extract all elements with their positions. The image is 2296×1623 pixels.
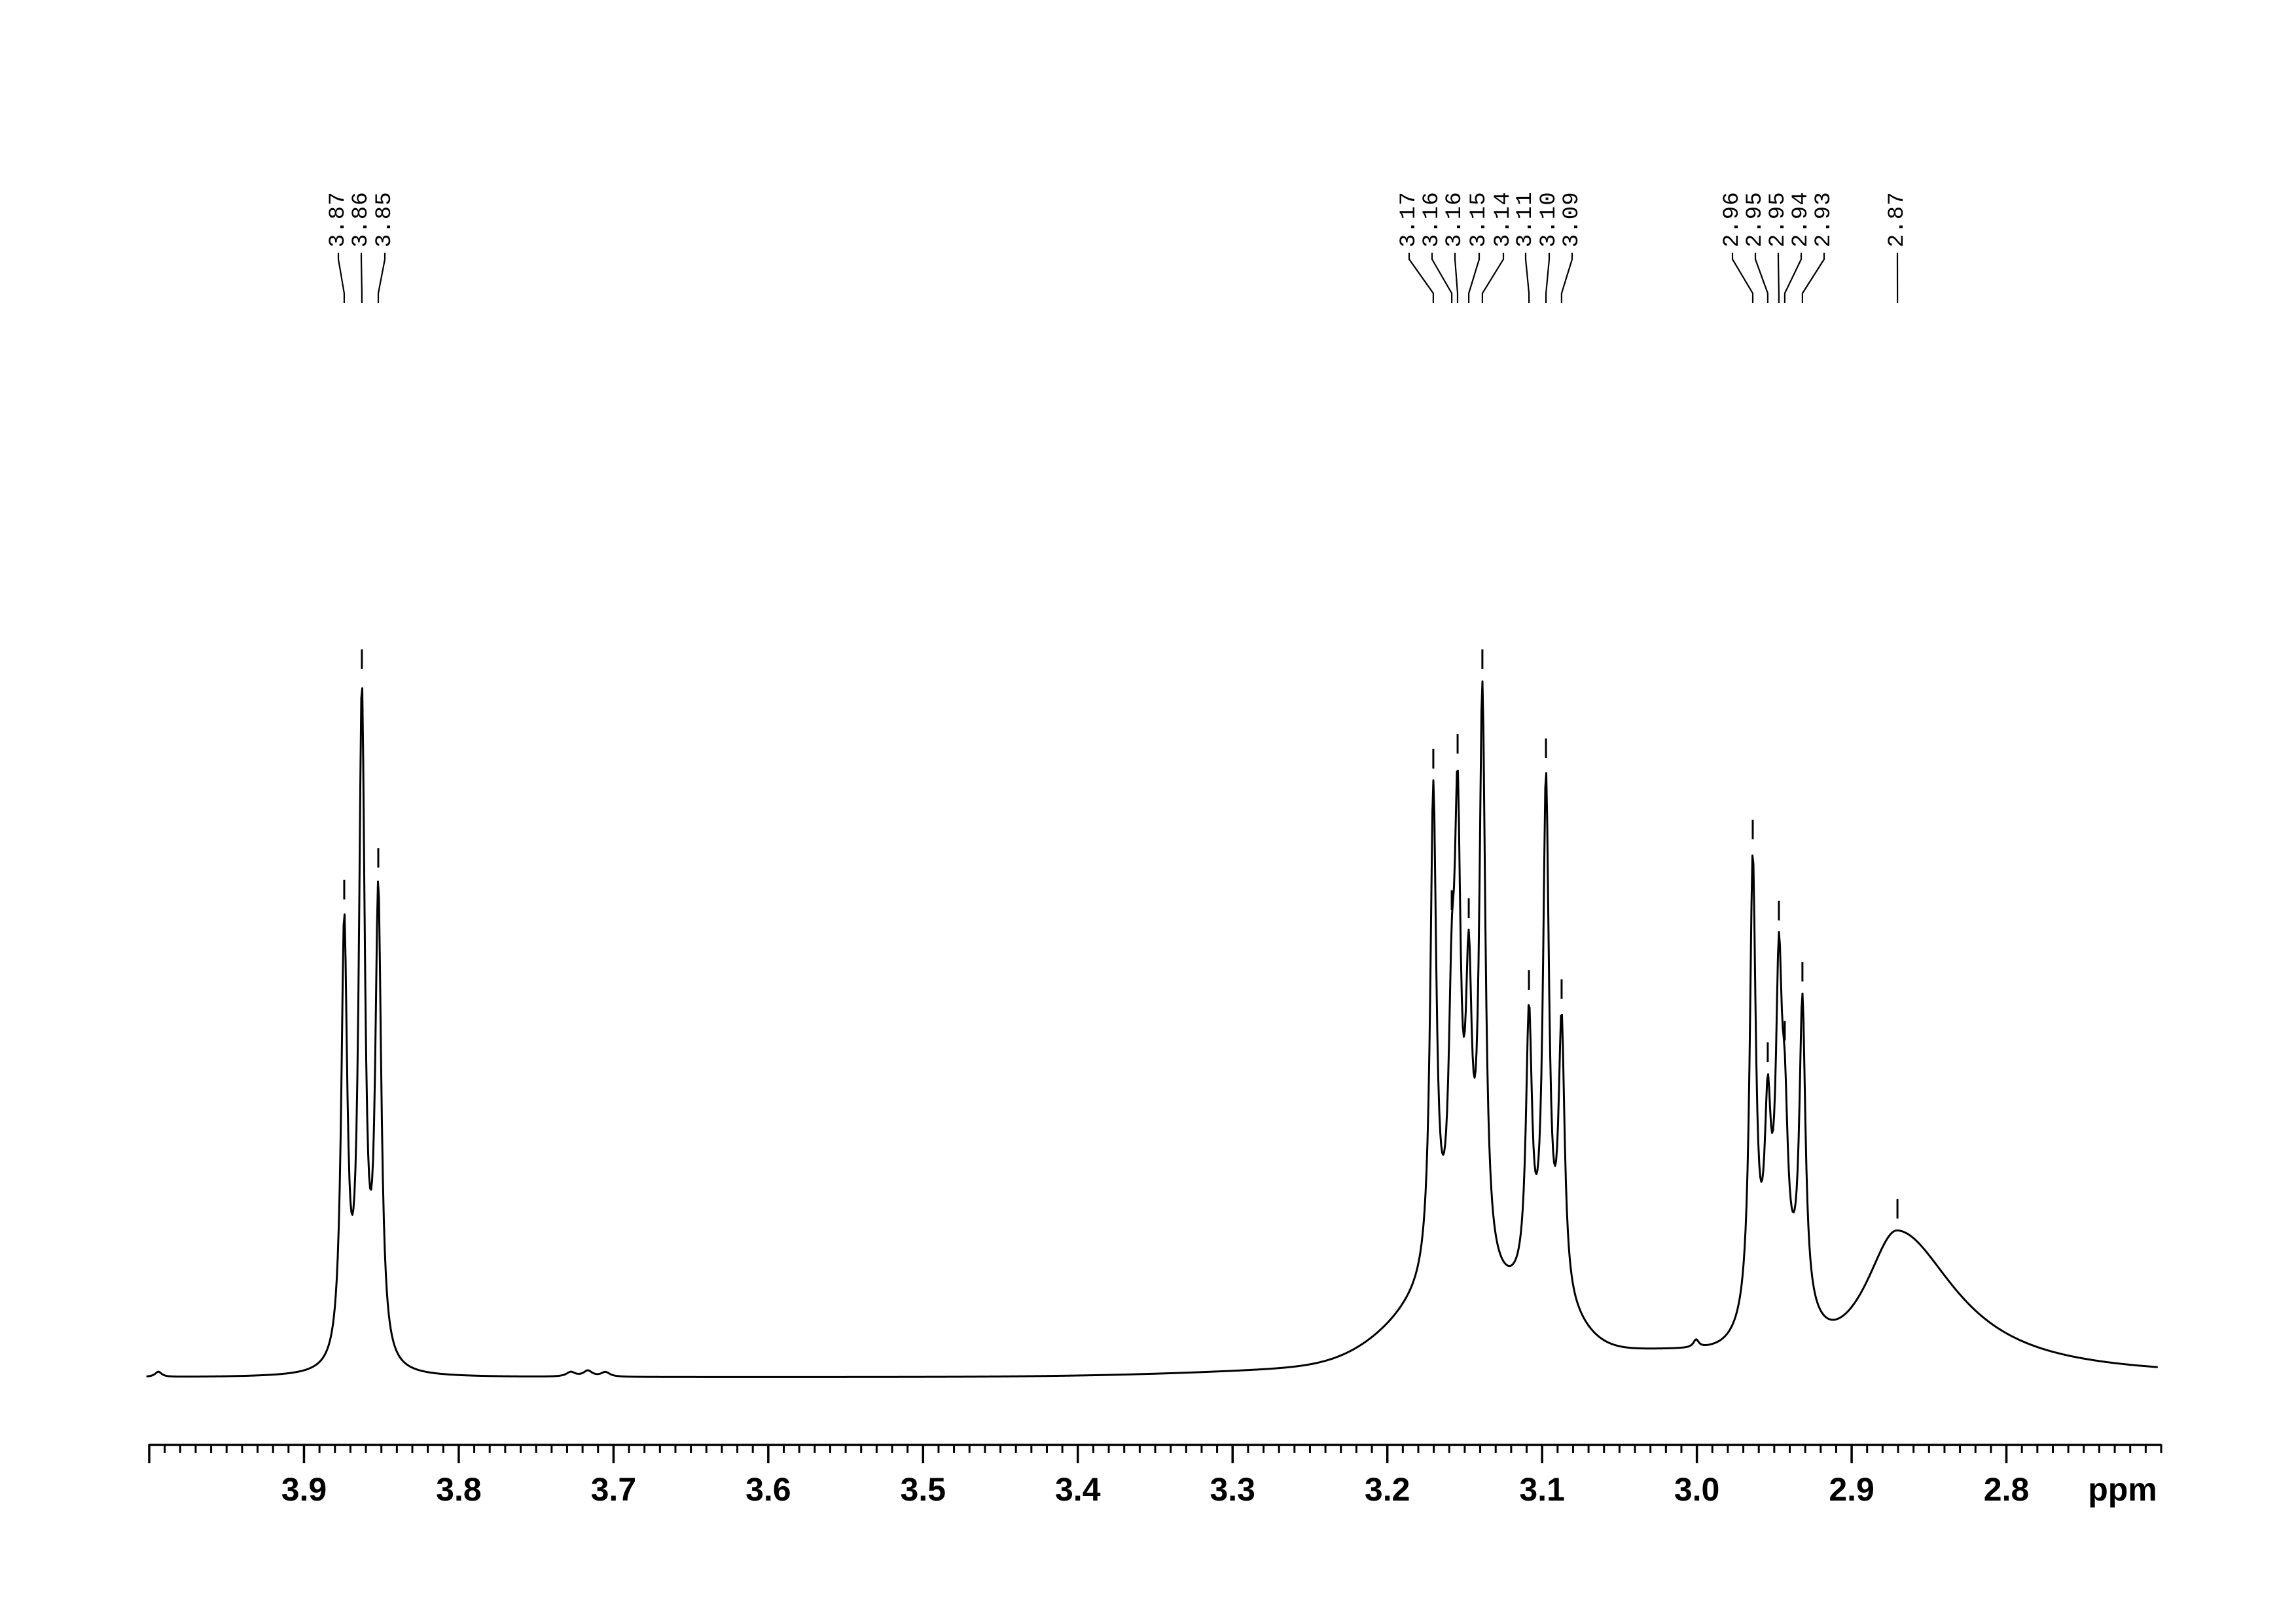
peak-label: 2.95 bbox=[1766, 191, 1791, 247]
peak-leader-line bbox=[1754, 253, 1768, 303]
x-axis-tick-label: 2.8 bbox=[1984, 1471, 2030, 1508]
x-axis-tick-label: 2.9 bbox=[1829, 1471, 1874, 1508]
peak-label: 3.16 bbox=[1443, 191, 1467, 247]
x-axis-tick-label: 3.1 bbox=[1519, 1471, 1565, 1508]
peak-label: 3.14 bbox=[1491, 191, 1516, 247]
x-axis-tick-label: 3.6 bbox=[745, 1471, 791, 1508]
peak-leader-line bbox=[1777, 253, 1780, 303]
x-axis-tick-label: 3.3 bbox=[1210, 1471, 1255, 1508]
peak-leader-line bbox=[1784, 253, 1803, 303]
peak-leader-line bbox=[1731, 253, 1754, 303]
peak-leader-line bbox=[1801, 253, 1825, 303]
peak-label: 3.10 bbox=[1537, 191, 1562, 247]
spectrum-curve bbox=[146, 680, 2158, 1378]
peak-leader-line bbox=[1408, 253, 1434, 303]
peak-leader-line bbox=[337, 253, 346, 303]
peak-label: 3.11 bbox=[1513, 191, 1538, 247]
peak-leader-line bbox=[1545, 253, 1551, 303]
peak-label: 2.87 bbox=[1885, 191, 1910, 247]
peak-label: 3.87 bbox=[326, 191, 351, 247]
x-axis-tick-label: 3.2 bbox=[1365, 1471, 1410, 1508]
peak-label: 3.09 bbox=[1560, 191, 1585, 247]
peak-leader-line bbox=[1524, 253, 1530, 303]
x-axis-tick-label: 3.8 bbox=[436, 1471, 482, 1508]
peak-label: 2.94 bbox=[1789, 191, 1814, 247]
axis-unit-label: ppm bbox=[2088, 1471, 2157, 1508]
peak-leader-line bbox=[1560, 253, 1573, 303]
peak-label: 3.15 bbox=[1467, 191, 1492, 247]
x-axis-tick-label: 3.4 bbox=[1055, 1471, 1101, 1508]
peak-label: 3.17 bbox=[1397, 191, 1422, 247]
peak-leader-line bbox=[360, 253, 363, 303]
peak-label: 2.96 bbox=[1720, 191, 1745, 247]
peak-label: 2.95 bbox=[1743, 191, 1768, 247]
peak-label: 3.86 bbox=[349, 191, 374, 247]
peak-leader-line bbox=[1481, 253, 1505, 303]
peak-label: 3.16 bbox=[1420, 191, 1444, 247]
x-axis-tick-label: 3.0 bbox=[1674, 1471, 1720, 1508]
x-axis-tick-label: 3.5 bbox=[901, 1471, 946, 1508]
x-axis-tick-label: 3.7 bbox=[591, 1471, 637, 1508]
peak-label: 2.93 bbox=[1812, 191, 1837, 247]
x-axis-tick-label: 3.9 bbox=[281, 1471, 327, 1508]
peak-leader-line bbox=[377, 253, 386, 303]
peak-label: 3.85 bbox=[372, 191, 397, 247]
peak-leader-line bbox=[1431, 253, 1453, 303]
peak-leader-line bbox=[1468, 253, 1480, 303]
peak-leader-line bbox=[1454, 253, 1459, 303]
